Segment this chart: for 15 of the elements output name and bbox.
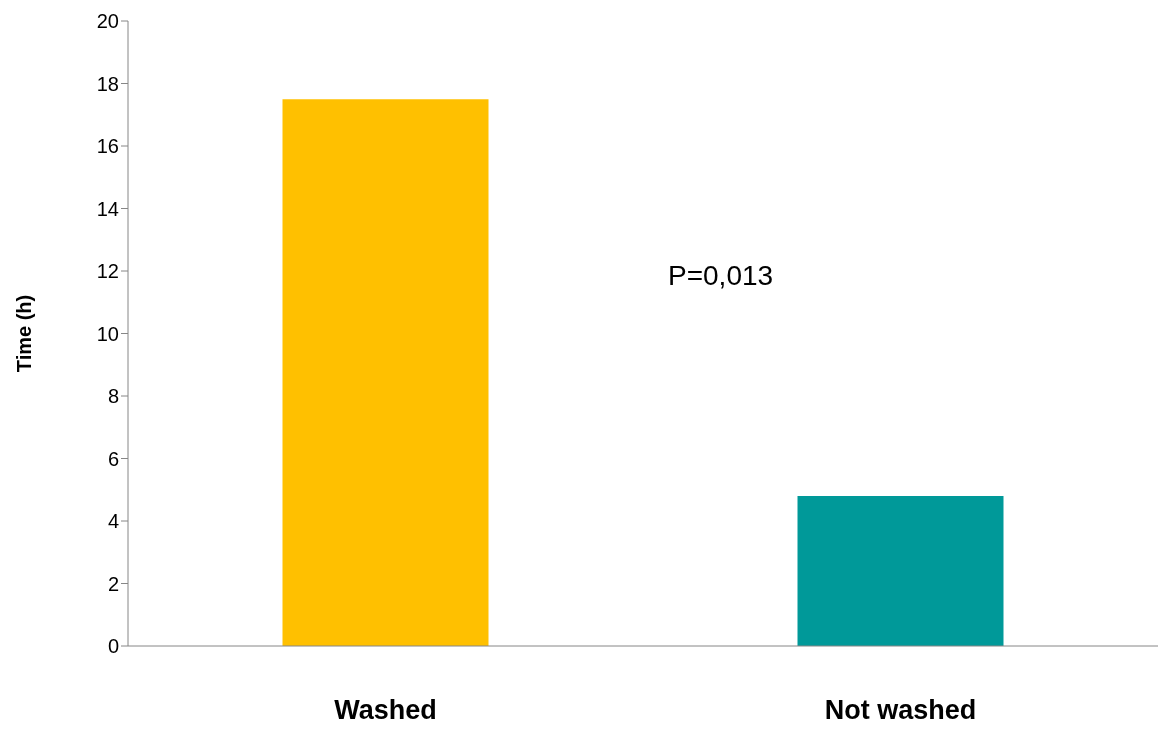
y-tick-label: 18 <box>96 72 119 95</box>
x-tick-label: Washed <box>334 695 437 726</box>
y-tick-label: 20 <box>96 10 119 33</box>
x-tick-label: Not washed <box>824 695 977 726</box>
y-tick-label: 6 <box>107 447 119 470</box>
y-tick-label: 16 <box>96 135 119 158</box>
y-tick-label: 0 <box>107 635 119 658</box>
y-axis-title: Time (h) <box>13 294 36 373</box>
y-tick-label: 12 <box>96 260 119 283</box>
y-tick-label: 2 <box>107 572 119 595</box>
y-tick-label: 4 <box>107 510 119 533</box>
y-tick-label: 8 <box>107 385 119 408</box>
y-tick-label: 14 <box>96 197 119 220</box>
annotation: P=0,013 <box>668 260 774 292</box>
y-tick-label: 10 <box>96 322 119 345</box>
